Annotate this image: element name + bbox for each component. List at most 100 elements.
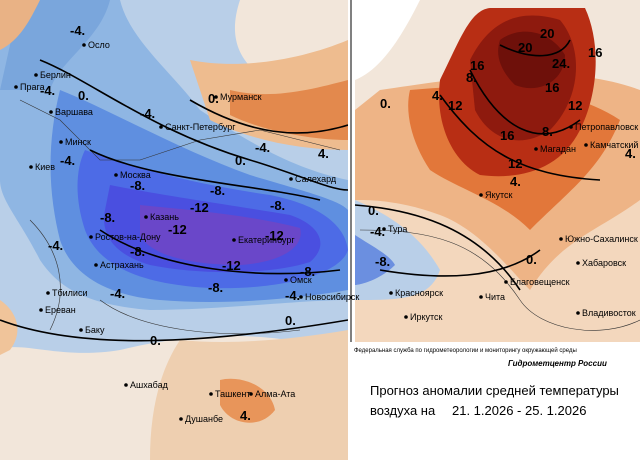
city-label: Мурманск: [220, 92, 262, 102]
contour-label: 4.: [432, 88, 443, 103]
contour-label: -4.: [60, 153, 75, 168]
contour-label: -8.: [208, 280, 223, 295]
city-dot: [382, 227, 386, 231]
city-dot: [479, 193, 483, 197]
city-dot: [94, 263, 98, 267]
contour-label: 16: [470, 58, 484, 73]
contour-label: -8.: [270, 198, 285, 213]
city-label: Баку: [85, 325, 105, 335]
contour-label: 20: [518, 40, 532, 55]
city-label: Новосибирск: [305, 292, 359, 302]
period: 21. 1.2026 - 25. 1.2026: [452, 403, 586, 418]
city-dot: [179, 417, 183, 421]
city-label: Южно-Сахалинск: [565, 234, 638, 244]
city-dot: [159, 125, 163, 129]
contour-label: 0.: [380, 96, 391, 111]
contour-label: -12: [265, 228, 284, 243]
city-label: Иркутск: [410, 312, 443, 322]
city-label: Тура: [388, 224, 407, 234]
city-label: Якутск: [485, 190, 513, 200]
city-label: Минск: [65, 137, 91, 147]
city-label: Чита: [485, 292, 505, 302]
contour-label: -4.: [370, 224, 385, 239]
contour-label: -12: [222, 258, 241, 273]
contour-label: -4.: [40, 83, 55, 98]
city-dot: [299, 295, 303, 299]
city-label: Екатеринбург: [238, 235, 295, 245]
contour-label: 4.: [510, 174, 521, 189]
contour-label: 4.: [318, 146, 329, 161]
city-dot: [569, 125, 573, 129]
city-dot: [214, 95, 218, 99]
contour-label: 0.: [208, 91, 219, 106]
legend-box: [350, 342, 640, 460]
city-label: Магадан: [540, 144, 576, 154]
city-dot: [14, 85, 18, 89]
city-dot: [576, 261, 580, 265]
contour-label: 0.: [235, 153, 246, 168]
contour-label: 12: [508, 156, 522, 171]
city-dot: [39, 308, 43, 312]
city-label: Прага: [20, 82, 45, 92]
contour-label: 0.: [368, 203, 379, 218]
city-dot: [534, 147, 538, 151]
city-dot: [59, 140, 63, 144]
city-dot: [559, 237, 563, 241]
contour-label: -4.: [140, 106, 155, 121]
contour-label: 0.: [78, 88, 89, 103]
contour-label: 0.: [285, 313, 296, 328]
city-label: Владивосток: [582, 308, 636, 318]
city-label: Петропавловск: [575, 122, 638, 132]
city-dot: [504, 280, 508, 284]
city-dot: [49, 110, 53, 114]
city-dot: [576, 311, 580, 315]
city-label: Благовещенск: [510, 277, 570, 287]
city-label: Алма-Ата: [255, 389, 295, 399]
contour-label: 4.: [625, 146, 636, 161]
city-label: Москва: [120, 170, 151, 180]
center: Гидрометцентр России: [508, 359, 607, 368]
city-dot: [584, 143, 588, 147]
city-dot: [404, 315, 408, 319]
contour-label: -4.: [110, 286, 125, 301]
city-label: Салехард: [295, 174, 337, 184]
city-dot: [79, 328, 83, 332]
contour-label: 12: [448, 98, 462, 113]
city-label: Ростов-на-Дону: [95, 232, 161, 242]
contour-label: -8.: [210, 183, 225, 198]
city-label: Берлин: [40, 70, 71, 80]
contour-label: 16: [545, 80, 559, 95]
contour-label: -4.: [70, 23, 85, 38]
city-label: Душанбе: [185, 414, 223, 424]
period-label: воздуха на: [370, 403, 436, 418]
contour-label: 0.: [150, 333, 161, 348]
contour-label: -4.: [255, 140, 270, 155]
city-dot: [29, 165, 33, 169]
city-label: Варшава: [55, 107, 93, 117]
city-dot: [82, 43, 86, 47]
city-label: Казань: [150, 212, 179, 222]
contour-label: 16: [588, 45, 602, 60]
agency: Федеральная служба по гидрометеорологии …: [354, 347, 577, 354]
city-label: Киев: [35, 162, 55, 172]
contour-label: 0.: [526, 252, 537, 267]
city-dot: [232, 238, 236, 242]
contour-label: 12: [568, 98, 582, 113]
contour-label: -8.: [130, 244, 145, 259]
city-dot: [124, 383, 128, 387]
contour-label: -4.: [48, 238, 63, 253]
city-label: Ереван: [45, 305, 76, 315]
city-dot: [479, 295, 483, 299]
contour-label: -4.: [285, 288, 300, 303]
contour-label: 8.: [466, 70, 477, 85]
city-label: Тбилиси: [52, 288, 88, 298]
city-label: Ашхабад: [130, 380, 169, 390]
contour-label: 24.: [552, 56, 570, 71]
city-dot: [46, 291, 50, 295]
contour-label: -12: [168, 222, 187, 237]
city-dot: [89, 235, 93, 239]
city-dot: [284, 278, 288, 282]
city-label: Омск: [290, 275, 312, 285]
city-label: Красноярск: [395, 288, 443, 298]
